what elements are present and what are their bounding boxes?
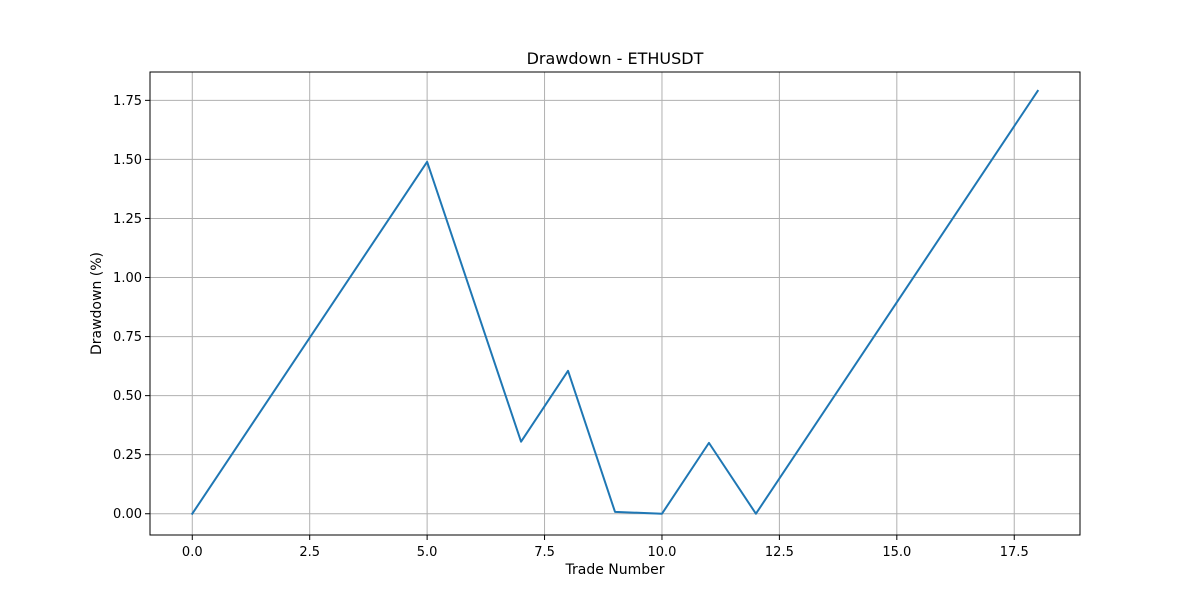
- x-axis-label: Trade Number: [564, 562, 664, 578]
- y-tick-label: 0.75: [113, 330, 142, 345]
- x-tick-label: 7.5: [534, 545, 555, 560]
- drawdown-series-line: [190, 89, 1040, 516]
- x-tick-label: 12.5: [765, 545, 794, 560]
- y-tick-label: 1.75: [113, 94, 142, 109]
- y-tick-label: 1.25: [113, 212, 142, 227]
- x-tick-label: 2.5: [299, 545, 320, 560]
- chart-title: Drawdown - ETHUSDT: [527, 49, 704, 68]
- x-tick-label: 5.0: [417, 545, 438, 560]
- x-tick-label: 15.0: [882, 545, 911, 560]
- x-tick-label: 10.0: [647, 545, 676, 560]
- y-tick-label: 0.50: [113, 389, 142, 404]
- y-tick-label: 0.25: [113, 448, 142, 463]
- series-lines: [190, 89, 1040, 516]
- y-tick-label: 0.00: [113, 507, 142, 522]
- y-tick-label: 1.50: [113, 153, 142, 168]
- y-axis-label: Drawdown (%): [89, 252, 105, 355]
- plot-frame: [149, 71, 1081, 536]
- y-axis-ticks: 0.00 0.25 0.50 0.75 1.00 1.25 1.50 1.75: [113, 94, 150, 522]
- grid-lines: [150, 72, 1080, 535]
- y-tick-label: 1.00: [113, 271, 142, 286]
- x-tick-label: 0.0: [182, 545, 203, 560]
- x-axis-ticks: 0.0 2.5 5.0 7.5 10.0 12.5 15.0 17.5: [182, 535, 1029, 560]
- x-tick-label: 17.5: [1000, 545, 1029, 560]
